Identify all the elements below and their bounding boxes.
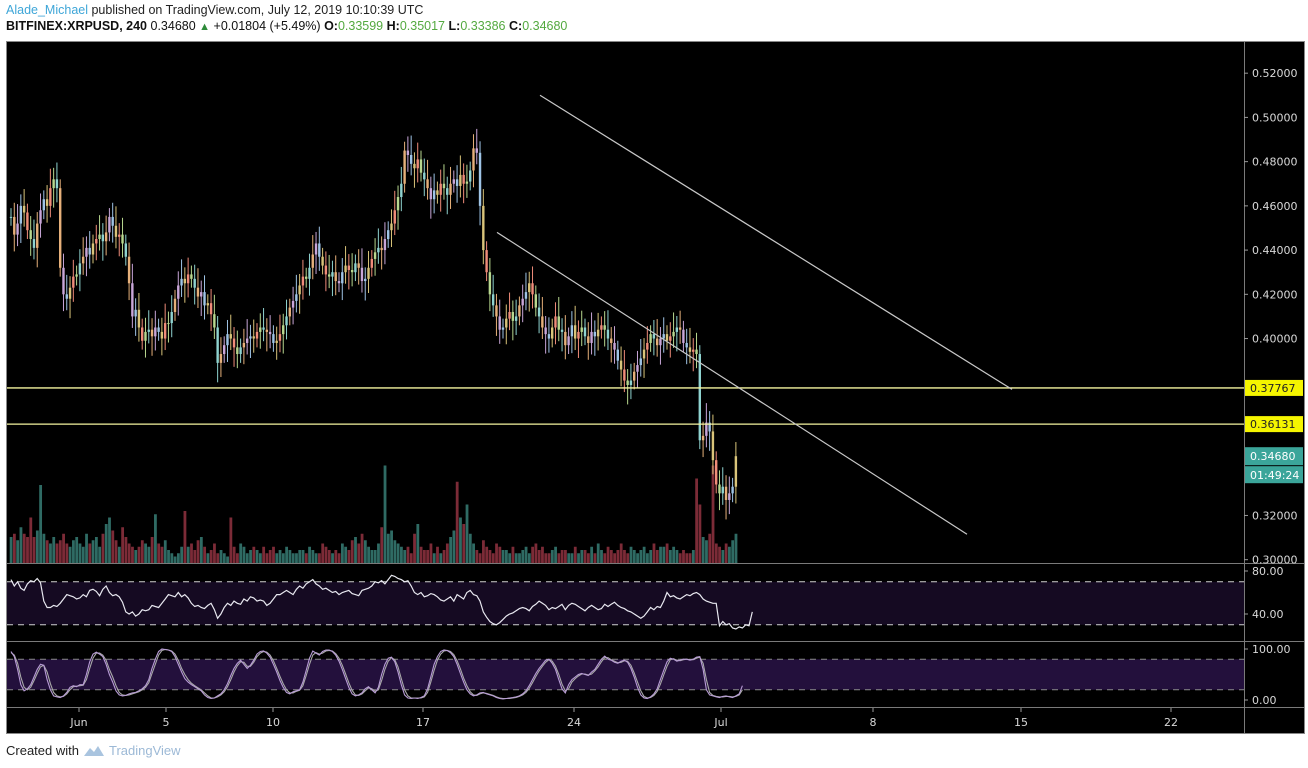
countdown-label: 01:49:24 xyxy=(1250,469,1299,482)
tradingview-brand[interactable]: TradingView xyxy=(108,743,181,758)
time-tick-label: 5 xyxy=(163,716,170,729)
rsi-tick-label: 40.00 xyxy=(1252,608,1284,621)
low-label: L: xyxy=(448,19,461,33)
trend-channel-upper-line[interactable] xyxy=(539,94,1013,390)
price-tick-label: 0.48000 xyxy=(1252,156,1298,169)
level-price-label: 0.37767 xyxy=(1250,382,1296,395)
tradingview-logo-icon xyxy=(83,745,104,756)
time-tick-label: 15 xyxy=(1014,716,1028,729)
open-value: 0.33599 xyxy=(337,19,384,33)
rsi-line xyxy=(10,574,753,630)
publication-header: Alade_Michael published on TradingView.c… xyxy=(6,3,423,17)
price-tick-label: 0.50000 xyxy=(1252,111,1298,124)
stoch-tick-label: 0.00 xyxy=(1252,694,1277,707)
time-tick-label: 22 xyxy=(1164,716,1178,729)
price-tick-label: 0.30000 xyxy=(1252,554,1298,567)
countdown-tag xyxy=(1245,466,1303,484)
time-tick-label: Jun xyxy=(69,716,87,729)
symbol-legend: BITFINEX:XRPUSD, 240 0.34680 ▲ +0.01804 … xyxy=(6,19,567,33)
high-value: 0.35017 xyxy=(399,19,446,33)
price-tick-label: 0.32000 xyxy=(1252,509,1298,522)
price-change: +0.01804 (+5.49%) xyxy=(213,19,321,33)
price-tick-label: 0.52000 xyxy=(1252,67,1298,80)
level-price-tag xyxy=(1245,379,1303,396)
chart-svg[interactable]: 0.37767 0.36131 0.52000 0.50000 0.48000 0.460… xyxy=(7,42,1304,733)
current-price-label: 0.34680 xyxy=(1250,450,1296,463)
price-tick-label: 0.46000 xyxy=(1252,200,1298,213)
chart-canvas[interactable]: 0.37767 0.36131 0.52000 0.50000 0.48000 0.460… xyxy=(6,41,1305,734)
price-tick-label: 0.40000 xyxy=(1252,333,1298,346)
volume-bars xyxy=(9,465,738,563)
candles[interactable] xyxy=(9,128,738,520)
low-value: 0.33386 xyxy=(460,19,506,33)
created-with-text: Created with xyxy=(6,743,79,758)
stoch-band xyxy=(7,659,1244,690)
last-price: 0.34680 xyxy=(150,19,196,33)
time-tick-label: 24 xyxy=(567,716,581,729)
time-tick-label: 17 xyxy=(416,716,430,729)
level-price-tag xyxy=(1245,416,1303,433)
current-price-tag xyxy=(1245,447,1303,466)
author-link[interactable]: Alade_Michael xyxy=(6,3,88,17)
time-tick-label: 10 xyxy=(266,716,280,729)
trend-channel-lower-line[interactable] xyxy=(496,231,968,535)
high-label: H: xyxy=(386,19,400,33)
level-price-label: 0.36131 xyxy=(1250,418,1296,431)
rsi-tick-label: 80.00 xyxy=(1252,565,1284,578)
footer: Created with TradingView xyxy=(6,743,181,758)
price-tick-label: 0.42000 xyxy=(1252,288,1298,301)
time-tick-label: 8 xyxy=(870,716,877,729)
stoch-tick-label: 100.00 xyxy=(1252,643,1291,656)
stoch-k-line xyxy=(10,648,743,700)
price-tick-label: 0.44000 xyxy=(1252,244,1298,257)
time-tick-label: Jul xyxy=(713,716,727,729)
symbol-label: BITFINEX:XRPUSD, 240 xyxy=(6,19,148,33)
close-label: C: xyxy=(508,19,523,33)
published-text: published on TradingView.com, July 12, 2… xyxy=(91,3,424,17)
rsi-band xyxy=(7,581,1244,625)
close-value: 0.34680 xyxy=(522,19,568,33)
up-arrow-icon: ▲ xyxy=(199,21,211,33)
open-label: O: xyxy=(324,19,338,33)
